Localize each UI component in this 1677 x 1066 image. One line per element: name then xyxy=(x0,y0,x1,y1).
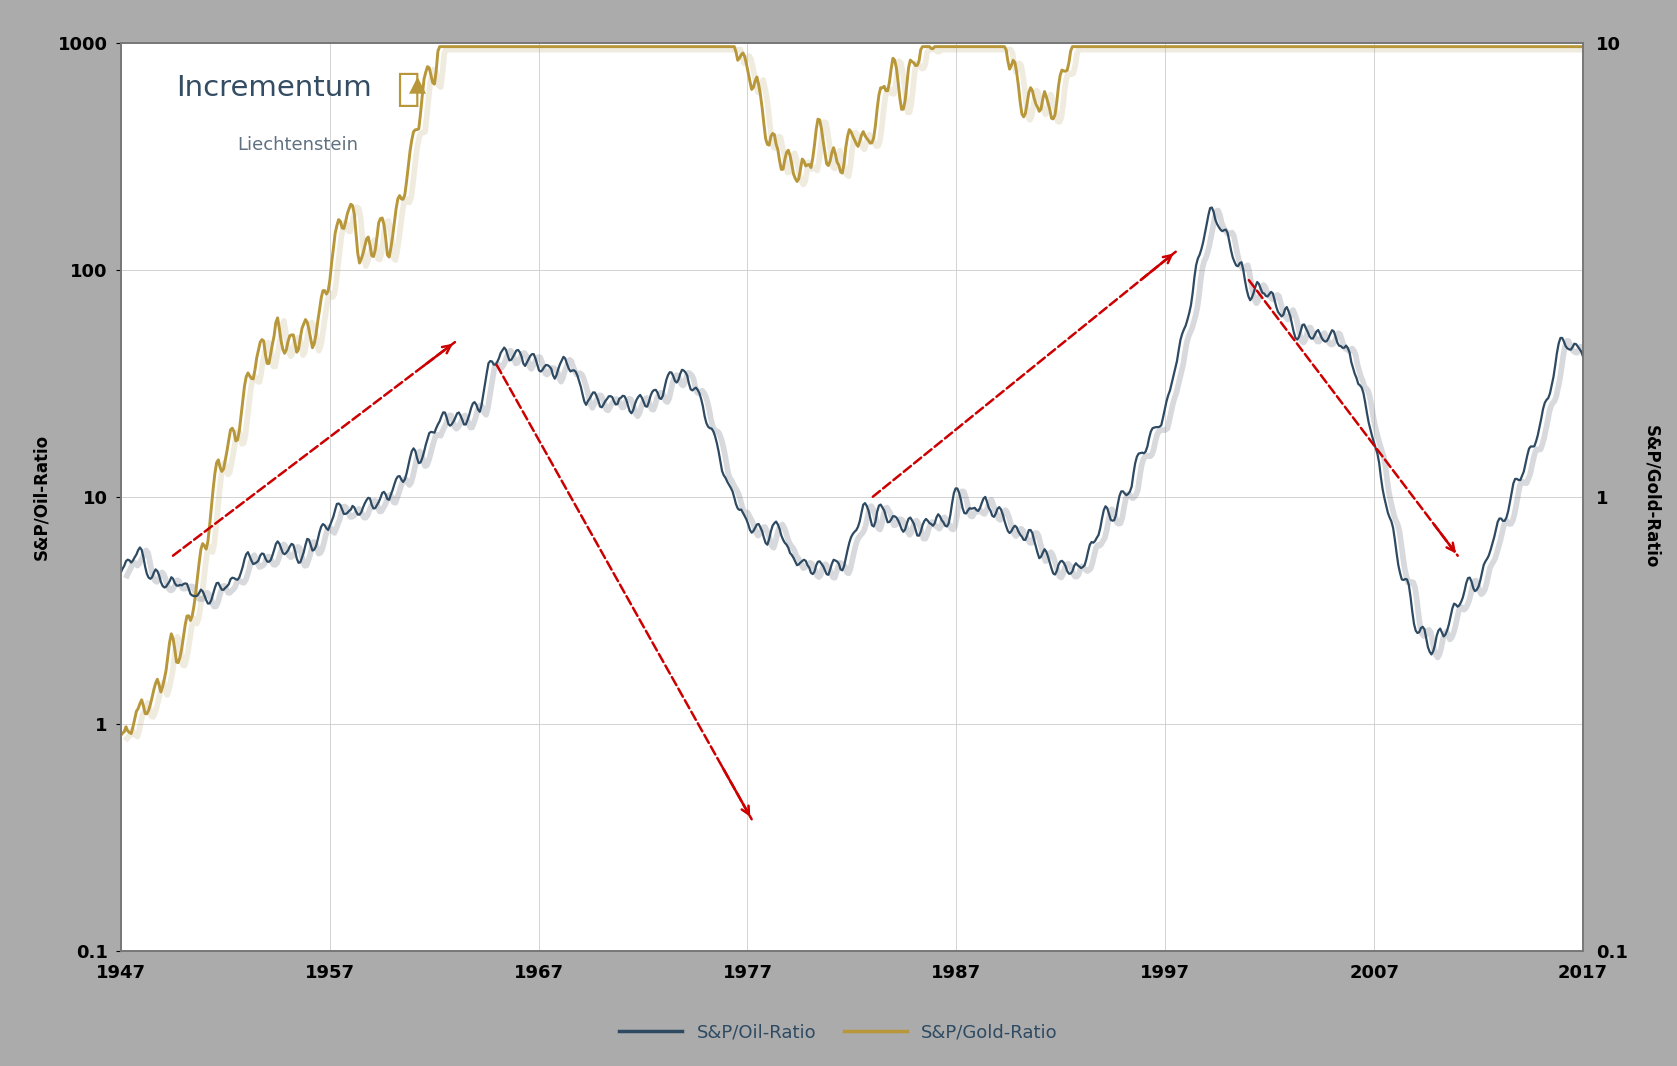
Text: Liechtenstein: Liechtenstein xyxy=(238,136,359,155)
Y-axis label: S&P/Gold-Ratio: S&P/Gold-Ratio xyxy=(1642,425,1660,568)
Y-axis label: S&P/Oil-Ratio: S&P/Oil-Ratio xyxy=(32,434,50,560)
Text: ▲: ▲ xyxy=(409,75,426,95)
Legend: S&P/Oil-Ratio, S&P/Gold-Ratio: S&P/Oil-Ratio, S&P/Gold-Ratio xyxy=(612,1016,1065,1049)
Text: Incrementum: Incrementum xyxy=(176,75,372,102)
Text: 🌲: 🌲 xyxy=(396,70,419,108)
